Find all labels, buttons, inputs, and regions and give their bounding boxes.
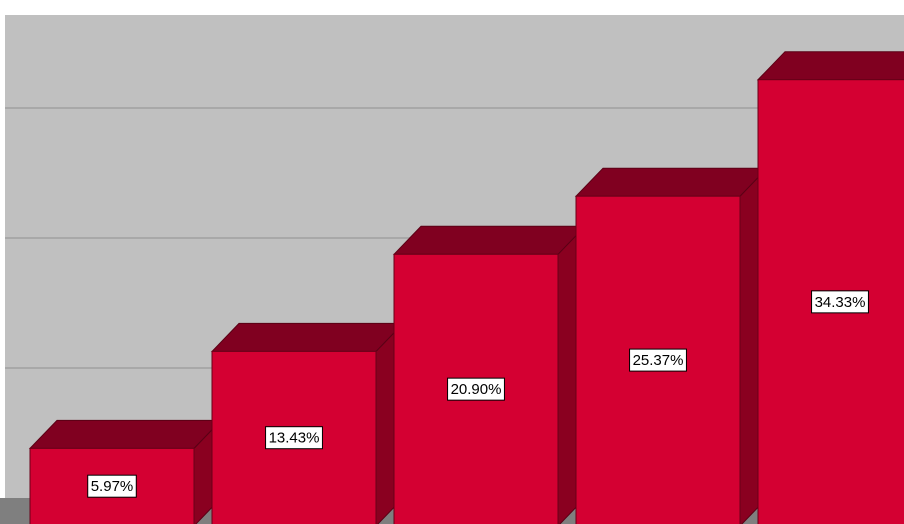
data-label: 34.33% [815, 294, 866, 311]
data-label-box [447, 377, 505, 401]
bar-top [28, 419, 223, 449]
data-label: 5.97% [91, 478, 134, 495]
data-label-box [629, 348, 687, 372]
data-label: 25.37% [633, 352, 684, 369]
data-label-box [87, 474, 137, 498]
bar-top [392, 225, 587, 255]
bar-top [210, 322, 405, 352]
data-label: 20.90% [451, 381, 502, 398]
data-label: 13.43% [269, 430, 320, 447]
data-label-box [265, 426, 323, 450]
bar-top [574, 167, 769, 197]
data-label-box [811, 290, 869, 314]
